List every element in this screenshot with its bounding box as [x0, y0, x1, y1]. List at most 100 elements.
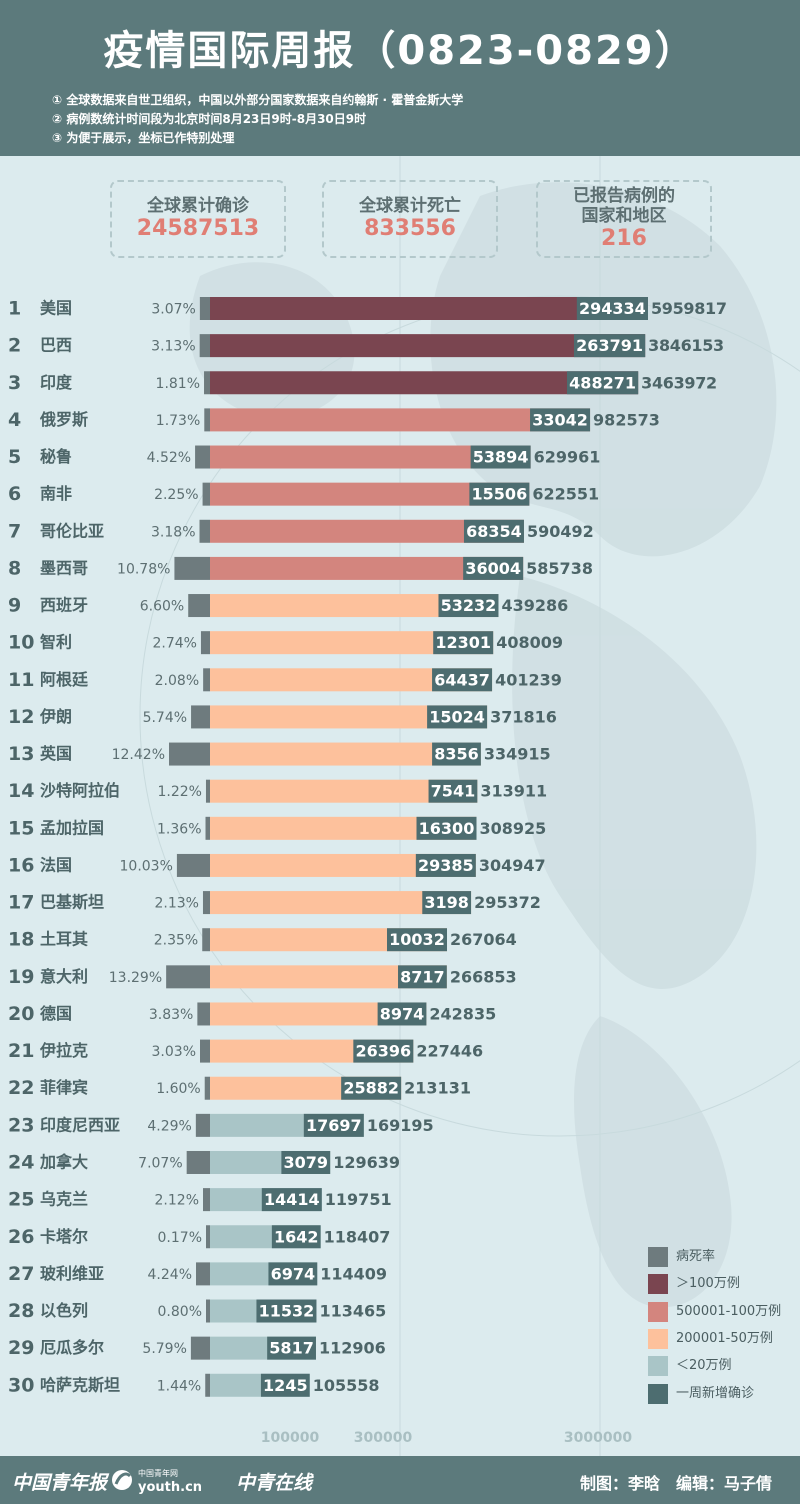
death-rate-label: 1.36%	[157, 821, 201, 837]
weekly-new-bar	[432, 668, 493, 692]
rank-label: 7	[8, 520, 21, 542]
rank-label: 10	[8, 632, 34, 654]
death-rate-bar	[169, 742, 210, 766]
weekly-new-bar	[463, 556, 524, 580]
rank-label: 1	[8, 298, 21, 320]
weekly-new-label: 53894	[473, 448, 529, 467]
rank-label: 25	[8, 1189, 34, 1211]
weekly-new-bar	[353, 1039, 414, 1063]
weekly-new-label: 25882	[343, 1079, 399, 1098]
country-label: 巴西	[40, 336, 72, 355]
total-cases-bar	[210, 742, 481, 766]
weekly-new-bar	[470, 445, 531, 469]
total-cases-label: 408009	[496, 633, 563, 652]
total-cases-bar	[210, 371, 639, 395]
death-rate-bar	[188, 594, 210, 618]
weekly-new-label: 294334	[579, 299, 646, 318]
weekly-new-bar	[422, 891, 472, 915]
x-tick-label: 300000	[354, 1430, 413, 1446]
stat-global-confirmed-value: 24587513	[136, 216, 260, 241]
x-tick-label: 3000000	[564, 1430, 632, 1446]
death-rate-bar	[190, 1336, 210, 1360]
country-label: 沙特阿拉伯	[40, 781, 120, 800]
death-rate-label: 1.22%	[157, 784, 201, 800]
rank-label: 22	[8, 1077, 34, 1099]
weekly-new-bar	[341, 1076, 402, 1100]
weekly-new-bar	[281, 1150, 331, 1174]
legend-label: 500001-100万例	[676, 1303, 782, 1319]
total-cases-label: 629961	[534, 448, 601, 467]
weekly-new-label: 488271	[569, 373, 636, 392]
weekly-new-label: 17697	[306, 1116, 362, 1135]
death-rate-label: 4.24%	[148, 1267, 192, 1283]
rank-label: 17	[8, 892, 34, 914]
weekly-new-label: 12301	[435, 633, 491, 652]
total-cases-label: 3846153	[648, 336, 724, 355]
total-cases-label: 129639	[333, 1153, 400, 1172]
total-cases-bar	[210, 334, 646, 358]
weekly-new-bar	[271, 1225, 321, 1249]
death-rate-label: 6.60%	[140, 599, 184, 615]
total-cases-label: 3463972	[641, 373, 717, 392]
total-cases-label: 242835	[429, 1004, 496, 1023]
weekly-new-label: 15506	[472, 485, 528, 504]
death-rate-label: 2.12%	[155, 1193, 199, 1209]
country-label: 秘鲁	[40, 447, 72, 466]
death-rate-label: 10.78%	[117, 561, 170, 577]
weekly-new-label: 8717	[400, 967, 445, 986]
total-cases-label: 113465	[319, 1302, 386, 1321]
rank-label: 24	[8, 1151, 34, 1173]
death-rate-bar	[191, 705, 210, 729]
rank-label: 19	[8, 966, 34, 988]
total-cases-label: 118407	[324, 1227, 391, 1246]
country-label: 南非	[40, 484, 72, 503]
weekly-new-label: 10032	[389, 930, 445, 949]
weekly-new-bar	[416, 816, 477, 840]
total-cases-label: 313911	[480, 782, 547, 801]
stat-global-deaths: 全球累计死亡 833556	[322, 180, 498, 258]
total-cases-label: 267064	[450, 930, 517, 949]
legend-swatch	[648, 1356, 668, 1377]
stat-global-confirmed-label: 全球累计确诊	[147, 196, 249, 216]
note-2: ② 病例数统计时间段为北京时间8月23日9时-8月30日9时	[52, 112, 367, 126]
death-rate-bar	[206, 1299, 210, 1323]
weekly-new-bar	[576, 297, 648, 320]
death-rate-bar	[195, 445, 210, 469]
total-cases-bar	[210, 779, 478, 803]
total-cases-label: 114409	[320, 1264, 387, 1283]
weekly-new-label: 53232	[441, 596, 497, 615]
weekly-new-label: 11532	[259, 1302, 315, 1321]
stat-global-deaths-value: 833556	[364, 216, 456, 241]
weekly-new-bar	[427, 705, 488, 729]
death-rate-label: 3.03%	[152, 1044, 196, 1060]
rank-label: 21	[8, 1040, 34, 1062]
death-rate-label: 3.18%	[151, 524, 195, 540]
death-rate-label: 2.08%	[155, 673, 199, 689]
death-rate-label: 10.03%	[120, 858, 173, 874]
legend-label: ＜20万例	[676, 1358, 732, 1374]
weekly-new-label: 1642	[274, 1227, 319, 1246]
death-rate-label: 1.81%	[156, 376, 200, 392]
total-cases-bar	[210, 482, 530, 506]
rank-label: 13	[8, 743, 34, 765]
death-rate-bar	[199, 297, 210, 320]
death-rate-bar	[203, 1188, 210, 1212]
weekly-new-bar	[303, 1113, 364, 1137]
country-label: 意大利	[40, 967, 88, 986]
rank-label: 29	[8, 1337, 34, 1359]
stat-countries-value: 216	[601, 226, 647, 251]
total-cases-label: 590492	[527, 522, 594, 541]
stat-countries: 已报告病例的 国家和地区 216	[536, 180, 712, 258]
footer-credit: 制图：李晗 编辑：马子倩	[579, 1474, 772, 1493]
legend-swatch	[648, 1328, 668, 1349]
total-cases-bar	[210, 1002, 427, 1026]
weekly-new-bar	[261, 1188, 322, 1212]
weekly-new-label: 3198	[424, 893, 469, 912]
legend-label: 病死率	[676, 1249, 716, 1264]
death-rate-label: 7.07%	[138, 1155, 182, 1171]
total-cases-label: 227446	[416, 1042, 483, 1061]
weekly-new-label: 3079	[284, 1153, 329, 1172]
death-rate-label: 4.52%	[147, 450, 191, 466]
country-label: 巴基斯坦	[40, 893, 104, 912]
rank-label: 12	[8, 706, 34, 728]
